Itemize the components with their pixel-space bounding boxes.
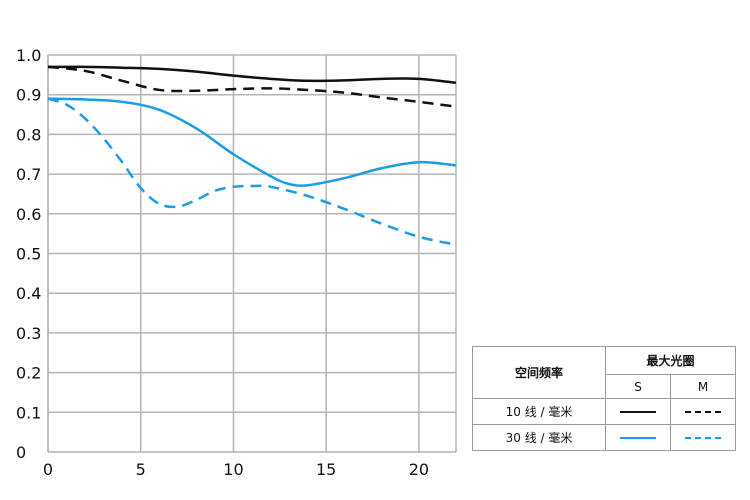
x-tick-label-4: 20 [409,460,429,479]
legend-30-s-sample [605,424,671,451]
series-line-10-s [47,65,457,85]
grid [47,54,457,453]
y-tick-label-0: 0 [16,443,26,462]
legend-table: 空间频率 最大光圈 S M 10 线 / 毫米 30 线 / 毫米 [472,346,736,451]
max-aperture-header: 最大光圈 [605,346,736,375]
x-tick-label-0: 0 [43,460,53,479]
y-tick-label-8: 0.8 [16,125,41,144]
x-tick-label-3: 15 [316,460,336,479]
y-tick-label-9: 0.9 [16,86,41,105]
y-tick-label-1: 0.1 [16,403,41,422]
x-tick-label-1: 5 [136,460,146,479]
meridional-header: M [670,374,736,399]
series-line-30-s [47,97,457,187]
y-tick-label-4: 0.4 [16,284,41,303]
spatial-frequency-header: 空间频率 [472,346,606,399]
y-tick-label-10: 1.0 [16,46,41,65]
legend-30-m-sample [670,424,736,451]
y-tick-label-3: 0.3 [16,324,41,343]
legend-10-s-sample [605,398,671,425]
row-10-label: 10 线 / 毫米 [472,398,606,425]
sagittal-header: S [605,374,671,399]
y-tick-label-2: 0.2 [16,364,41,383]
series-line-10-m [47,65,457,108]
row-30-label: 30 线 / 毫米 [472,424,606,451]
x-tick-label-2: 10 [223,460,243,479]
y-tick-label-5: 0.5 [16,245,41,264]
y-tick-label-7: 0.7 [16,165,41,184]
legend-10-m-sample [670,398,736,425]
tick-labels: 0 0.1 0.2 0.3 0.4 0.5 0.6 0.7 0.8 0.9 1.0 0 5 10 15 20 [16,46,429,479]
series-lines [47,65,457,246]
y-tick-label-6: 0.6 [16,205,41,224]
series-line-30-m [47,97,457,246]
